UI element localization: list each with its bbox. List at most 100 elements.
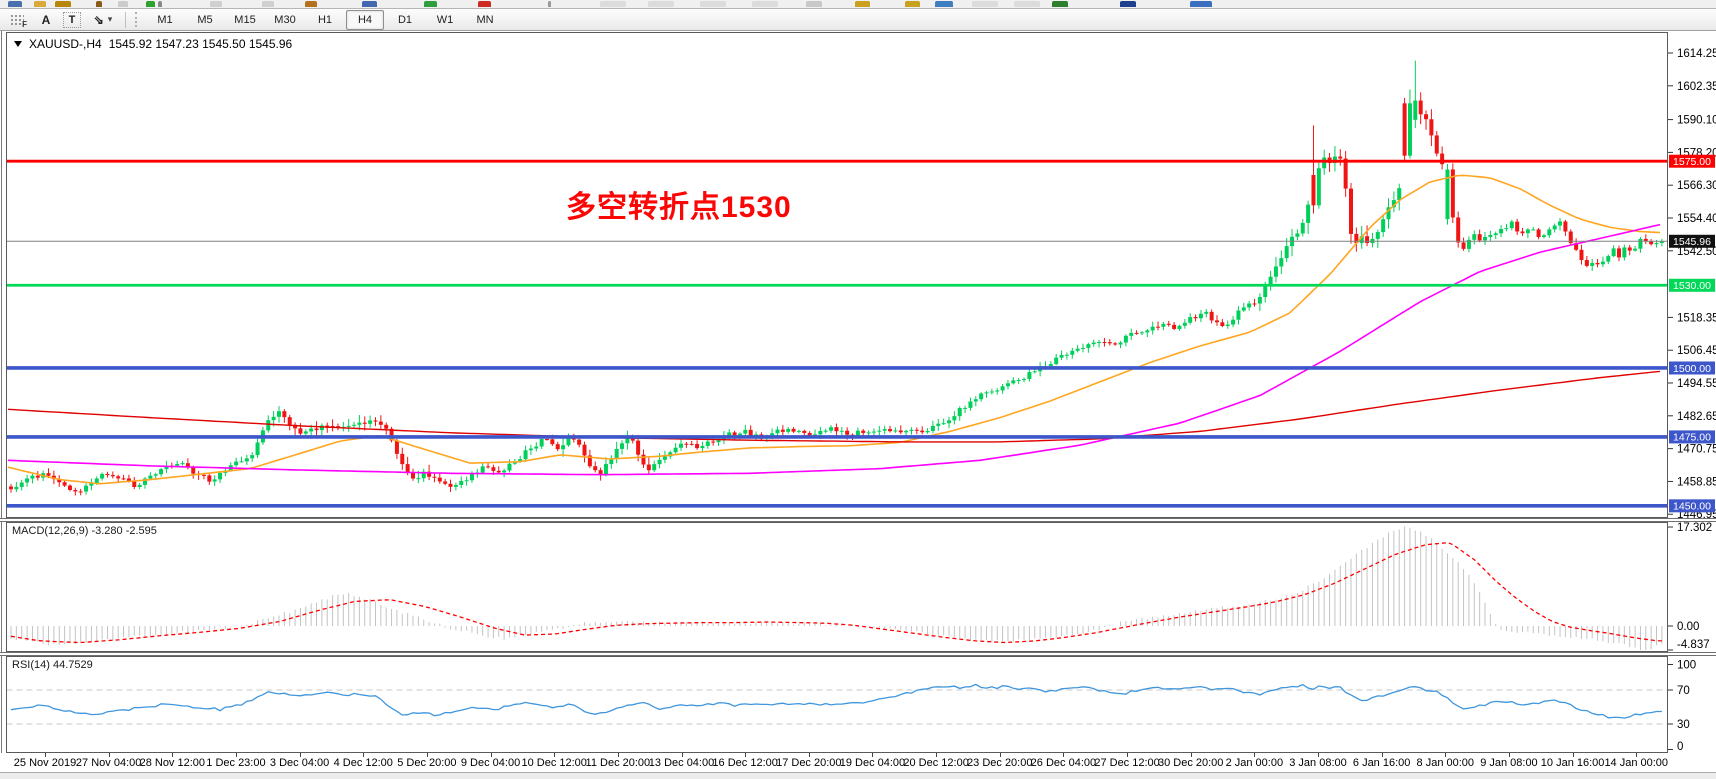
time-axis-tick: [936, 753, 938, 757]
fibonacci-tool-icon[interactable]: F: [5, 11, 29, 29]
time-axis-tick: [1572, 753, 1574, 757]
clipped-icon-fragment: [55, 1, 71, 7]
clipped-icon-fragment: [806, 1, 822, 7]
ma-mid-magenta: [7, 223, 1661, 476]
rsi-panel-canvas[interactable]: 100 70 30 0: [0, 656, 1716, 753]
rsi-axis-label: 70: [1677, 685, 1690, 697]
price-tick-label: 1470.75: [1677, 444, 1716, 456]
panel-splitter-macd[interactable]: [0, 518, 1716, 522]
time-axis-tick: [745, 753, 747, 757]
tf-button-h1[interactable]: H1: [317, 13, 333, 26]
chart-title[interactable]: XAUUSD-,H4 1545.92 1547.23 1545.50 1545.…: [14, 37, 292, 51]
price-axis: 1614.251602.351590.101578.201566.301554.…: [1668, 48, 1716, 519]
chart-toolbar: F A T ⇘ ▾ M1 M5 M15 M30 H1 H4 D1 W1 MN: [0, 9, 1716, 31]
rsi-axis-label: 0: [1677, 741, 1683, 753]
clipped-icon-fragment: [210, 1, 222, 7]
time-axis-label: 28 Nov 12:00: [139, 757, 206, 769]
ma-slow-red: [7, 370, 1661, 443]
rsi-panel-border: [6, 656, 1668, 753]
price-badge-1545.96: [1669, 234, 1715, 248]
tf-button-d1[interactable]: D1: [397, 13, 413, 26]
price-tick-label: 1602.35: [1677, 81, 1716, 93]
ma-fast-orange: [7, 174, 1661, 485]
time-axis-tick: [681, 753, 683, 757]
macd-axis-label: 0.00: [1677, 621, 1699, 633]
tf-button-mn[interactable]: MN: [476, 13, 494, 26]
rsi-line: [10, 683, 1662, 719]
rsi-axis-label: 30: [1677, 719, 1690, 731]
collapse-triangle-icon[interactable]: [14, 41, 22, 47]
tf-button-m30[interactable]: M30: [274, 13, 296, 26]
tf-button-m1[interactable]: M1: [157, 13, 173, 26]
tf-button-h4[interactable]: H4: [346, 9, 384, 30]
tf-button-m15[interactable]: M15: [234, 13, 256, 26]
clipped-icon-fragment: [700, 1, 726, 7]
price-badge-text: 1450.00: [1673, 501, 1711, 513]
price-chart-canvas[interactable]: 1614.251602.351590.101578.201566.301554.…: [0, 32, 1716, 519]
time-axis-label: 10 Jan 16:00: [1540, 757, 1605, 769]
price-tick-label: 1590.10: [1677, 115, 1716, 127]
time-axis-label: 5 Dec 20:00: [397, 757, 457, 769]
price-tick-label: 1542.50: [1677, 246, 1716, 258]
clipped-icon-fragment: [935, 1, 953, 7]
clipped-icon-fragment: [972, 1, 998, 7]
time-axis-tick: [1254, 753, 1256, 757]
time-axis-label: 27 Nov 04:00: [75, 757, 142, 769]
text-label-tool-icon[interactable]: A: [41, 12, 51, 27]
time-axis-tick: [1318, 753, 1319, 757]
clipped-icon-fragment: [648, 1, 674, 7]
time-axis-tick: [108, 753, 110, 757]
tf-button-w1[interactable]: W1: [436, 13, 454, 26]
time-axis-label: 16 Dec 12:00: [712, 757, 778, 769]
macd-axis-label: 17.302: [1677, 522, 1712, 534]
clipped-icon-fragment: [1120, 1, 1136, 7]
arrows-glyph: ⇘: [93, 12, 104, 27]
time-axis-tick: [1381, 753, 1383, 757]
time-axis-label: 2 Jan 00:00: [1225, 757, 1284, 769]
price-tick-label: 1566.30: [1677, 180, 1716, 192]
time-axis-tick: [1508, 753, 1510, 757]
time-axis-tick: [1445, 753, 1447, 757]
time-axis-tick: [808, 753, 810, 757]
price-badge-1475.00: [1669, 430, 1715, 444]
clipped-toolbar-row: [0, 0, 1716, 9]
clipped-icon-fragment: [146, 1, 155, 7]
window-bottom-strip: [0, 772, 1716, 779]
price-tick-label: 1506.45: [1677, 345, 1716, 357]
time-axis-label: 19 Dec 04:00: [839, 757, 906, 769]
macd-panel-border: [6, 522, 1668, 652]
text-tool-icon[interactable]: T: [63, 11, 81, 28]
price-tick-label: 1482.65: [1677, 411, 1716, 423]
panel-splitter-rsi[interactable]: [0, 652, 1716, 656]
clipped-icon-fragment: [548, 1, 551, 7]
macd-indicator-label: MACD(12,26,9) -3.280 -2.595: [12, 525, 157, 537]
time-axis-label: 20 Dec 12:00: [903, 757, 969, 769]
time-axis-tick: [490, 753, 492, 757]
price-badge-1575.00: [1669, 154, 1715, 168]
macd-panel-canvas[interactable]: 17.302 0.00 -4.837: [0, 522, 1716, 652]
arrows-tool-icon[interactable]: ⇘ ▾: [86, 11, 120, 29]
window-left-border: [1, 31, 2, 772]
price-tick-label: 1554.40: [1677, 213, 1716, 225]
toolbar-drag-handle[interactable]: [135, 12, 141, 27]
tf-button-m5[interactable]: M5: [197, 13, 213, 26]
time-axis-tick: [1063, 753, 1065, 757]
clipped-icon-fragment: [96, 1, 102, 7]
time-axis-label: 3 Dec 04:00: [269, 757, 330, 769]
time-axis-tick: [1190, 753, 1192, 757]
toolbar-separator: [125, 11, 126, 28]
clipped-icon-fragment: [1190, 1, 1212, 7]
time-axis: 25 Nov 2019 27 Nov 04:00 28 Nov 12:00 1 Dec…: [0, 753, 1716, 772]
clipped-icon-fragment: [158, 1, 162, 7]
time-axis-label: 4 Dec 12:00: [333, 757, 393, 769]
time-axis-tick: [45, 753, 46, 757]
time-axis-tick: [872, 753, 874, 757]
time-axis-label: 17 Dec 20:00: [776, 757, 842, 769]
rsi-axis-label: 100: [1677, 660, 1696, 672]
time-axis-tick: [617, 753, 619, 757]
price-badge-text: 1475.00: [1673, 432, 1711, 444]
dropdown-caret-icon[interactable]: ▾: [107, 14, 113, 24]
time-axis-tick: [426, 753, 428, 757]
time-axis-tick: [235, 753, 237, 757]
